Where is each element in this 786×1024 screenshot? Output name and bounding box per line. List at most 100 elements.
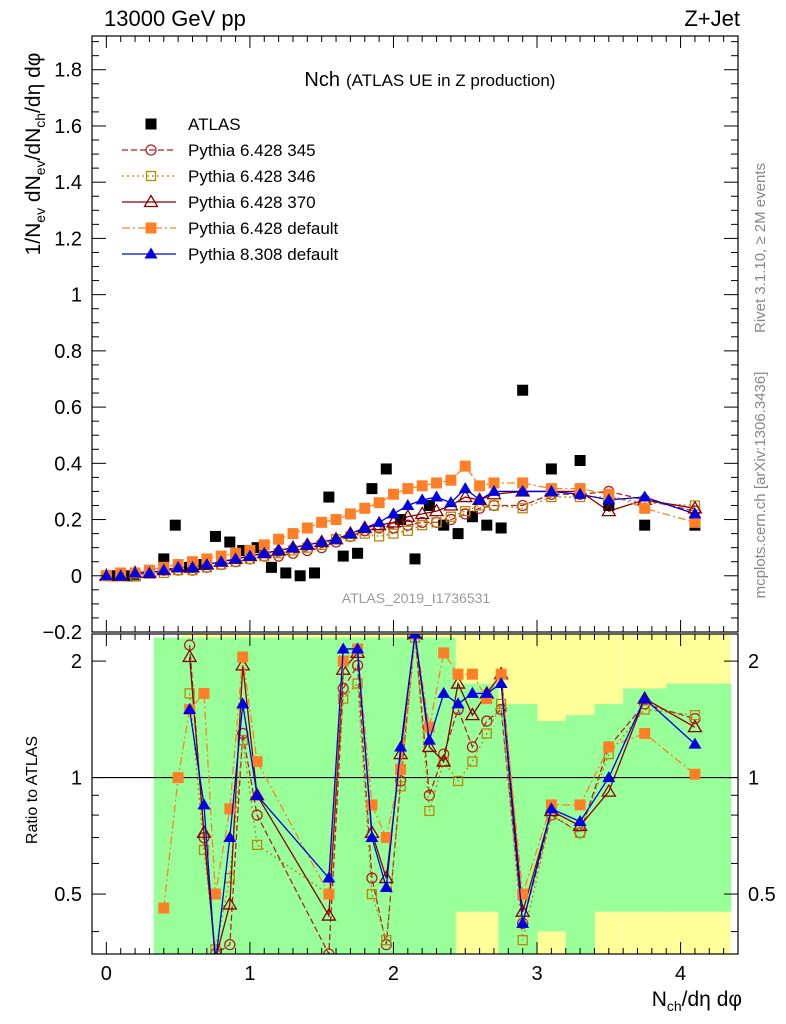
legend: ATLAS Pythia 6.428 345 Pythia 6.428 346 Pyt… (122, 115, 339, 264)
ratio-point-s3-24 (603, 741, 615, 753)
ratio-point-s0-3 (224, 939, 236, 951)
green-band-30 (666, 683, 732, 912)
main-point-s2-22 (417, 520, 428, 531)
y-tick-label-ratio-left: 1 (71, 768, 82, 790)
main-point-s0-12 (265, 561, 277, 573)
main-point-s5-12 (272, 543, 286, 555)
main-series-group (98, 384, 703, 582)
legend-marker-0 (145, 118, 157, 130)
ratio-uncertainty-bands (92, 634, 738, 954)
ratio-point-s0-17 (481, 715, 493, 727)
ratio-point-s4-9 (365, 831, 379, 843)
ratio-plot-frame (91, 633, 739, 955)
main-point-s5-13 (286, 541, 300, 553)
ratio-point-s4-11 (394, 740, 408, 752)
green-band-28 (594, 703, 624, 912)
main-point-s5-8 (214, 555, 228, 567)
main-point-s0-29 (517, 384, 529, 396)
green-band-15 (369, 637, 384, 954)
green-band-10 (297, 637, 313, 954)
mcplots-label: mcplots.cern.ch [arXiv:1306.3436] (752, 372, 769, 599)
ratio-point-s1-17 (481, 728, 492, 739)
y-tick-label-ratio-right: 0.5 (748, 884, 776, 906)
green-band-2 (182, 637, 198, 954)
y-tick-label-main: −0.2 (43, 622, 82, 644)
ratio-point-s3-18 (466, 668, 478, 680)
main-plot-frame (91, 35, 739, 633)
y-tick-label-ratio-right: 1 (748, 768, 759, 790)
ratio-point-s1-21 (574, 827, 586, 838)
main-point-s5-1 (114, 569, 128, 581)
ratio-point-s4-14 (437, 686, 451, 698)
main-point-s4-25 (459, 460, 471, 472)
ratio-point-s2-22 (601, 783, 617, 797)
main-point-s0-11 (251, 542, 263, 554)
ratio-point-s1-18 (495, 698, 507, 710)
ratio-point-s4-5 (250, 788, 264, 800)
main-point-s4-21 (402, 483, 414, 495)
main-point-s4-22 (416, 480, 428, 492)
main-point-s5-3 (142, 566, 156, 578)
main-point-s0-14 (294, 570, 306, 582)
main-point-s0-19 (366, 483, 378, 495)
main-point-s2-21 (402, 525, 413, 536)
y-axis-label-ratio: Ratio to ATLAS (24, 736, 41, 844)
legend-label-5: Pythia 8.308 default (188, 245, 339, 264)
ratio-point-s2-13 (421, 739, 437, 753)
ratio-point-s4-1 (197, 798, 211, 810)
ratio-point-s3-25 (639, 727, 651, 739)
ratio-point-s3-12 (380, 832, 392, 844)
ratio-point-s3-26 (689, 768, 701, 780)
main-point-s5-24 (444, 496, 458, 508)
main-point-s5-9 (229, 552, 243, 564)
ratio-point-s2-3 (222, 896, 238, 910)
main-point-s0-4 (158, 553, 170, 565)
x-tick-label: 3 (531, 963, 542, 985)
main-point-s5-0 (99, 569, 113, 581)
main-point-s4-19 (373, 497, 385, 509)
x-axis-label: Nch/dη dφ (652, 988, 742, 1014)
legend-label-3: Pythia 6.428 370 (188, 193, 316, 212)
main-point-s3-21 (400, 508, 416, 522)
main-point-s0-0 (108, 570, 120, 582)
ratio-point-s1-8 (352, 678, 363, 689)
main-point-s5-23 (430, 490, 444, 502)
ratio-point-s2-0 (181, 649, 198, 663)
main-point-s4-33 (689, 516, 701, 528)
main-line-2 (106, 496, 695, 577)
main-point-s5-27 (487, 484, 501, 496)
main-point-s2-25 (460, 505, 471, 517)
x-tick-label: 1 (244, 963, 255, 985)
y-tick-label-main: 1 (71, 285, 82, 307)
plot-title: Nch (304, 69, 340, 91)
main-point-s3-25 (457, 489, 473, 503)
green-band-9 (282, 637, 298, 954)
ratio-point-s0-5 (251, 809, 263, 821)
main-point-s0-1 (122, 570, 134, 582)
y-tick-label-main: 1.8 (54, 60, 82, 82)
main-point-s1-21 (402, 519, 414, 531)
ratio-point-s2-6 (321, 907, 337, 921)
ratio-point-s4-16 (465, 686, 479, 698)
ratio-point-s4-20 (544, 802, 558, 814)
main-point-s2-28 (517, 503, 528, 514)
green-band-21 (455, 683, 471, 912)
main-point-s0-30 (545, 463, 557, 475)
ratio-point-s4-12 (408, 634, 422, 639)
main-point-s5-28 (516, 484, 530, 496)
ratio-point-s1-1 (198, 844, 210, 856)
ratio-point-s1-15 (452, 775, 464, 787)
main-point-s5-6 (185, 560, 199, 572)
ratio-point-s4-23 (638, 692, 652, 704)
ratio-point-s2-14 (436, 753, 452, 767)
ratio-point-s4-3 (223, 831, 237, 843)
ratio-point-s2-11 (393, 746, 409, 760)
main-point-s2-19 (373, 531, 385, 542)
ratio-point-s3-9 (337, 655, 349, 667)
green-band-29 (623, 688, 667, 912)
main-point-s5-16 (329, 532, 343, 544)
ratio-point-s4-13 (422, 733, 436, 745)
main-point-s4-28 (517, 477, 529, 489)
main-point-s4-13 (287, 528, 299, 540)
ratio-point-s3-15 (423, 721, 435, 733)
